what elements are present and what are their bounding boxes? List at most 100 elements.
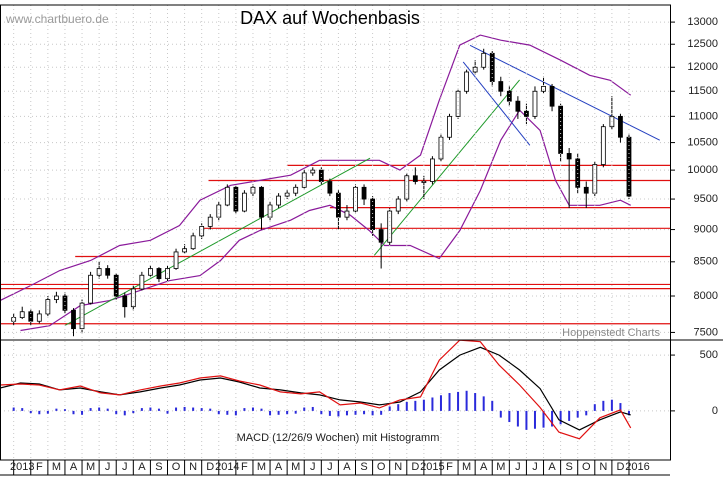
candle-body	[207, 216, 213, 227]
histogram-bar	[448, 393, 451, 411]
x-tick-label: J	[327, 461, 333, 473]
histogram-bar	[439, 395, 442, 411]
histogram-bar	[482, 396, 485, 411]
macd-label: MACD (12/26/9 Wochen) mit Histogramm	[237, 432, 440, 444]
histogram-bar	[175, 407, 178, 411]
candle-body	[36, 313, 42, 322]
histogram-bar	[499, 410, 502, 418]
candle-body	[583, 186, 589, 194]
histogram-bar	[243, 408, 246, 411]
x-tick-label: A	[70, 461, 78, 473]
trendline	[469, 44, 660, 141]
plot-area: 7500 8000 8500 9000 9500 10000 10500 11000 11500…	[0, 5, 718, 475]
y-tick-label: 10000	[687, 164, 718, 176]
candle-body	[216, 204, 222, 218]
histogram-bar	[46, 410, 49, 414]
histogram-bar	[345, 410, 348, 416]
candle-body	[156, 268, 162, 280]
bollinger-band	[20, 109, 631, 332]
candle-body	[361, 186, 367, 200]
x-tick-label: J	[310, 461, 316, 473]
x-tick-label: J	[515, 461, 521, 473]
x-tick-label: 2014	[215, 461, 239, 473]
x-tick-label: S	[155, 461, 162, 473]
x-tick-label: D	[206, 461, 214, 473]
histogram-bar	[303, 407, 306, 411]
histogram-bar	[21, 408, 24, 411]
y-tick-label: 8500	[694, 256, 718, 268]
candle-body	[370, 198, 376, 230]
x-tick-label: S	[565, 461, 572, 473]
x-tick-label: S	[360, 461, 367, 473]
x-tick-label: M	[496, 461, 505, 473]
y-tick-label: 7500	[694, 326, 718, 338]
candle-body	[11, 317, 17, 322]
source-note: Hoppenstedt Charts	[562, 327, 660, 339]
histogram-bar	[72, 410, 75, 415]
candle-body	[293, 186, 299, 194]
candle-body	[541, 85, 546, 92]
x-tick-label: A	[480, 461, 488, 473]
x-tick-label: J	[105, 461, 111, 473]
histogram-bar	[354, 410, 357, 415]
candle-body	[412, 175, 418, 182]
y-tick-label: 8000	[694, 290, 718, 302]
candle-body	[455, 90, 461, 117]
x-tick-label: O	[377, 461, 386, 473]
watermark: www.chartbuero.de	[5, 12, 109, 26]
y-tick-label: 500	[700, 349, 718, 361]
candle-body	[79, 302, 85, 330]
candle-body	[318, 169, 324, 182]
histogram-bar	[286, 410, 289, 415]
candle-body	[600, 126, 606, 165]
histogram-bar	[12, 407, 15, 411]
candle-body	[250, 186, 256, 194]
histogram-bar	[38, 410, 41, 415]
histogram-bar	[277, 410, 280, 415]
histogram-bar	[115, 410, 118, 415]
candle-body	[259, 186, 264, 218]
histogram-bar	[508, 410, 511, 423]
candle-body	[233, 186, 239, 212]
candle-body	[301, 172, 307, 188]
candle-body	[378, 229, 384, 243]
candle-body	[173, 251, 179, 269]
candle-body	[54, 295, 59, 300]
histogram-bar	[602, 400, 605, 411]
candle-body	[395, 198, 401, 212]
histogram-bar	[63, 409, 66, 411]
histogram-bar	[98, 407, 101, 411]
x-tick-label: A	[343, 461, 351, 473]
histogram-bar	[140, 408, 143, 411]
candle-body	[344, 210, 350, 218]
histogram-bar	[183, 406, 186, 411]
histogram-bar	[465, 390, 468, 411]
histogram-bar	[106, 408, 109, 411]
histogram-bar	[200, 408, 203, 411]
candle-body	[327, 181, 333, 194]
x-tick-label: A	[138, 461, 146, 473]
histogram-bar	[533, 410, 536, 429]
histogram-bar	[123, 410, 126, 416]
candle-body	[96, 268, 102, 276]
histogram-bar	[610, 399, 613, 411]
x-tick-label: M	[52, 461, 61, 473]
x-tick-label: F	[241, 461, 248, 473]
candle-body	[618, 115, 623, 138]
y-tick-label: 12000	[687, 61, 718, 73]
histogram-bar	[328, 410, 331, 416]
histogram-bar	[388, 406, 391, 411]
histogram-bar	[157, 408, 160, 411]
candle-body	[139, 274, 145, 290]
candle-body	[404, 175, 410, 200]
histogram-bar	[260, 408, 263, 411]
histogram-bar	[551, 410, 554, 427]
x-tick-label: 2015	[420, 461, 444, 473]
histogram-bar	[619, 403, 622, 411]
macd-line	[0, 339, 632, 440]
histogram-bar	[89, 408, 92, 411]
candle-body	[224, 186, 230, 206]
histogram-bar	[234, 410, 237, 416]
candle-body	[148, 268, 153, 276]
candle-body	[481, 52, 487, 68]
